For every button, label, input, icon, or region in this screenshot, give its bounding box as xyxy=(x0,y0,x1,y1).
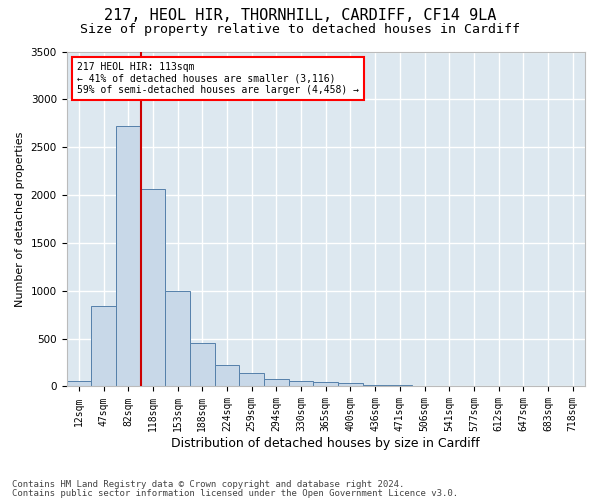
Bar xyxy=(91,306,116,386)
Text: Contains public sector information licensed under the Open Government Licence v3: Contains public sector information licen… xyxy=(12,489,458,498)
Text: 217 HEOL HIR: 113sqm
← 41% of detached houses are smaller (3,116)
59% of semi-de: 217 HEOL HIR: 113sqm ← 41% of detached h… xyxy=(77,62,359,94)
Bar xyxy=(165,291,190,386)
Bar xyxy=(215,366,239,386)
Text: 217, HEOL HIR, THORNHILL, CARDIFF, CF14 9LA: 217, HEOL HIR, THORNHILL, CARDIFF, CF14 … xyxy=(104,8,496,22)
Bar xyxy=(140,190,165,386)
Text: Size of property relative to detached houses in Cardiff: Size of property relative to detached ho… xyxy=(80,22,520,36)
Text: Contains HM Land Registry data © Crown copyright and database right 2024.: Contains HM Land Registry data © Crown c… xyxy=(12,480,404,489)
Bar xyxy=(289,381,313,386)
Bar xyxy=(264,379,289,386)
Bar xyxy=(190,344,215,386)
X-axis label: Distribution of detached houses by size in Cardiff: Distribution of detached houses by size … xyxy=(172,437,480,450)
Bar xyxy=(116,126,140,386)
Y-axis label: Number of detached properties: Number of detached properties xyxy=(15,132,25,306)
Bar xyxy=(313,382,338,386)
Bar xyxy=(338,383,363,386)
Bar xyxy=(363,384,388,386)
Bar xyxy=(67,380,91,386)
Bar xyxy=(239,373,264,386)
